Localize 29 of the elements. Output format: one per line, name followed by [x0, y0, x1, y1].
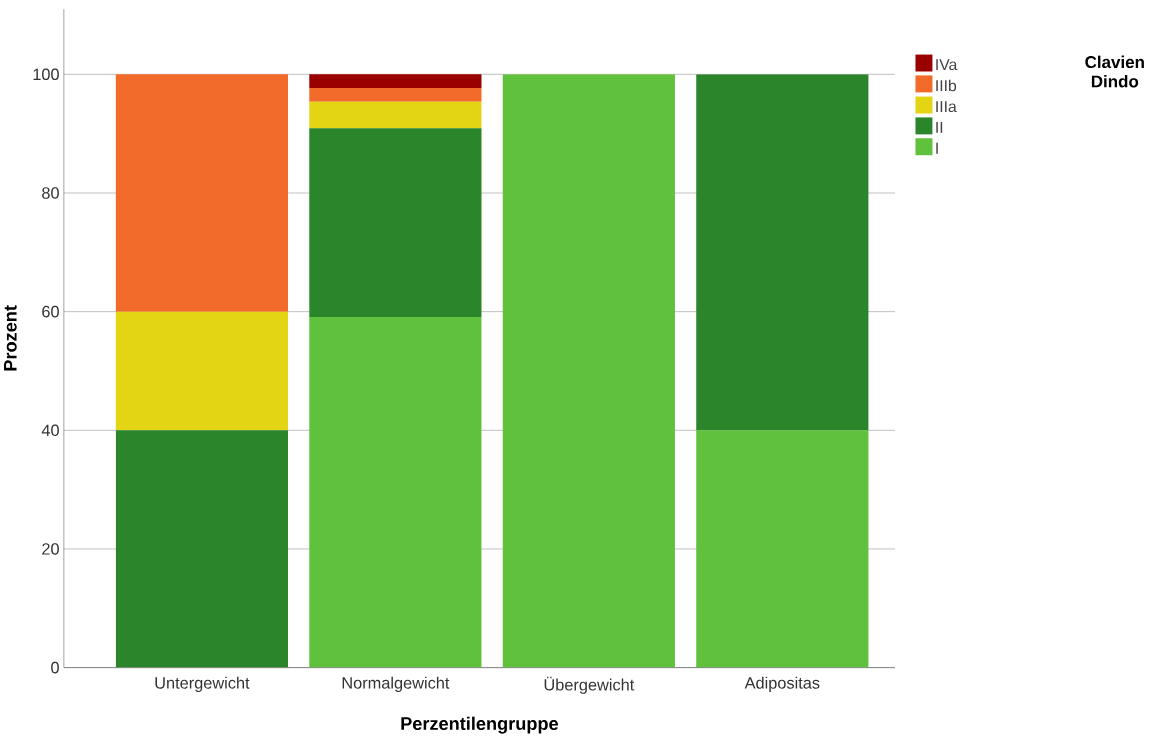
bar: [115, 430, 289, 668]
y-tick-label: 80: [42, 187, 59, 199]
x-tick-label: Normalgewicht: [342, 676, 450, 692]
y-axis-title: Prozent: [4, 305, 17, 371]
legend-title: Clavien Dindo: [1085, 55, 1144, 88]
y-tick-label: 40: [41, 424, 59, 437]
legend-label: IIIb: [936, 79, 957, 92]
y-tick-label: 100: [33, 68, 59, 81]
bar: [309, 87, 482, 102]
y-tick-label: 60: [42, 305, 59, 318]
y-tick-label: 0: [51, 661, 59, 674]
legend-label: IVa: [936, 59, 958, 71]
x-tick-label: Übergewicht: [544, 676, 635, 694]
legend-label: IIIa: [936, 101, 957, 113]
bar: [696, 74, 869, 431]
legend-label: II: [936, 121, 943, 133]
x-tick-label: Adipositas: [744, 676, 820, 692]
y-tick-label: 20: [42, 543, 59, 555]
bar: [115, 311, 289, 431]
bar: [309, 128, 482, 317]
legend-label: I: [936, 142, 938, 154]
bar: [309, 316, 482, 668]
bar: [309, 101, 482, 129]
x-axis-title: Perzentilengruppe: [401, 716, 559, 734]
x-tick-label: Untergewicht: [155, 676, 250, 692]
bar: [309, 74, 482, 88]
bar: [502, 74, 675, 668]
bar: [696, 430, 869, 668]
bar: [115, 74, 289, 312]
